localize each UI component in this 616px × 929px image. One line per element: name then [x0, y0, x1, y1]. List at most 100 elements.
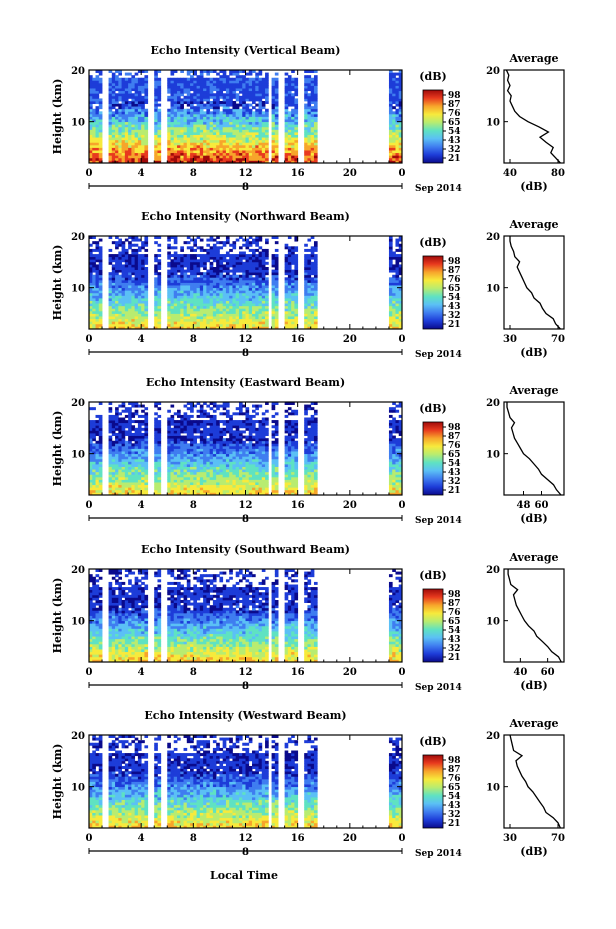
- heatmap-cell: [219, 139, 224, 143]
- heatmap-cell: [238, 323, 243, 327]
- heatmap-cell: [398, 238, 403, 242]
- heatmap-cell: [209, 285, 214, 289]
- heatmap-cell: [287, 152, 292, 156]
- heatmap-cell: [108, 142, 113, 146]
- heatmap-cell: [225, 238, 230, 242]
- heatmap-cell: [131, 461, 136, 465]
- heatmap-cell: [92, 318, 96, 322]
- heatmap-cell: [128, 269, 132, 273]
- heatmap-cell: [304, 119, 308, 123]
- heatmap-cell: [177, 489, 181, 493]
- heatmap-cell: [313, 308, 318, 312]
- heatmap-cell: [170, 98, 175, 102]
- heatmap-cell: [186, 132, 191, 135]
- heatmap-cell: [131, 279, 136, 283]
- heatmap-cell: [206, 157, 211, 161]
- heatmap-cell: [248, 152, 253, 156]
- heatmap-cell: [167, 440, 171, 444]
- heatmap-cell: [392, 295, 396, 299]
- heatmap-cell: [144, 129, 149, 133]
- heatmap-cell: [157, 134, 162, 138]
- heatmap-cell: [258, 261, 263, 265]
- heatmap-cell: [180, 126, 184, 130]
- heatmap-cell: [128, 310, 132, 314]
- heatmap-cell: [203, 142, 207, 146]
- heatmap-cell: [193, 95, 197, 99]
- heatmap-cell: [173, 277, 178, 281]
- heatmap-cell: [209, 103, 214, 107]
- heatmap-cell: [294, 308, 299, 312]
- heatmap-cell: [180, 259, 184, 263]
- heatmap-cell: [304, 82, 308, 86]
- heatmap-cell: [170, 287, 175, 291]
- heatmap-cell: [232, 113, 237, 117]
- heatmap-cell: [173, 295, 178, 299]
- heatmap-cell: [203, 248, 207, 252]
- heatmap-cell: [196, 316, 201, 320]
- heatmap-cell: [111, 119, 116, 123]
- heatmap-cell: [284, 269, 289, 273]
- heatmap-cell: [245, 157, 250, 161]
- heatmap-cell: [186, 77, 191, 81]
- heatmap-cell: [291, 292, 295, 296]
- heatmap-cell: [206, 147, 211, 151]
- heatmap-cell: [398, 321, 403, 325]
- heatmap-cell: [131, 451, 136, 455]
- heatmap-cell: [89, 264, 93, 268]
- y-tick-label: 10: [71, 118, 85, 129]
- heatmap-cell: [154, 106, 158, 110]
- heatmap-cell: [124, 479, 129, 483]
- heatmap-cell: [304, 264, 308, 268]
- heatmap-cell: [92, 438, 96, 442]
- heatmap-cell: [141, 458, 145, 462]
- heatmap-cell: [248, 243, 253, 247]
- heatmap-cell: [186, 155, 191, 159]
- heatmap-cell: [193, 254, 197, 258]
- heatmap-cell: [252, 277, 256, 281]
- heatmap-cell: [98, 77, 103, 81]
- heatmap-cell: [124, 433, 129, 436]
- heatmap-cell: [232, 139, 237, 143]
- heatmap-cell: [199, 272, 204, 276]
- heatmap-cell: [255, 77, 259, 81]
- heatmap-cell: [203, 93, 207, 97]
- heatmap-cell: [229, 259, 233, 263]
- heatmap-cell: [225, 274, 230, 278]
- heatmap-cell: [252, 285, 256, 289]
- heatmap-cell: [307, 308, 312, 312]
- heatmap-cell: [258, 323, 263, 327]
- heatmap-cell: [284, 88, 289, 92]
- heatmap-cell: [118, 430, 122, 434]
- heatmap-cell: [157, 407, 162, 411]
- heatmap-cell: [131, 254, 136, 258]
- heatmap-cell: [128, 264, 132, 268]
- heatmap-cell: [170, 482, 175, 486]
- heatmap-cell: [229, 290, 233, 294]
- heatmap-cell: [89, 482, 93, 486]
- heatmap-cell: [203, 129, 207, 133]
- heatmap-cell: [307, 261, 312, 265]
- heatmap-cell: [216, 305, 220, 309]
- heatmap-cell: [141, 279, 145, 283]
- heatmap-cell: [222, 142, 227, 146]
- heatmap-cell: [265, 113, 269, 117]
- heatmap-cell: [124, 484, 129, 488]
- heatmap-cell: [203, 98, 207, 102]
- heatmap-cell: [144, 458, 149, 462]
- heatmap-cell: [274, 82, 279, 86]
- heatmap-cell: [307, 77, 312, 81]
- heatmap-cell: [229, 142, 233, 146]
- heatmap-cell: [193, 144, 197, 148]
- heatmap-cell: [206, 272, 211, 276]
- heatmap-cell: [287, 264, 292, 268]
- heatmap-cell: [108, 292, 113, 296]
- heatmap-cell: [92, 326, 96, 330]
- heatmap-cell: [170, 417, 175, 421]
- heatmap-cell: [291, 290, 295, 294]
- heatmap-cell: [118, 443, 122, 447]
- heatmap-cell: [261, 103, 266, 107]
- heatmap-cell: [190, 305, 194, 309]
- heatmap-cell: [92, 126, 96, 130]
- heatmap-cell: [170, 469, 175, 473]
- heatmap-cell: [118, 448, 122, 452]
